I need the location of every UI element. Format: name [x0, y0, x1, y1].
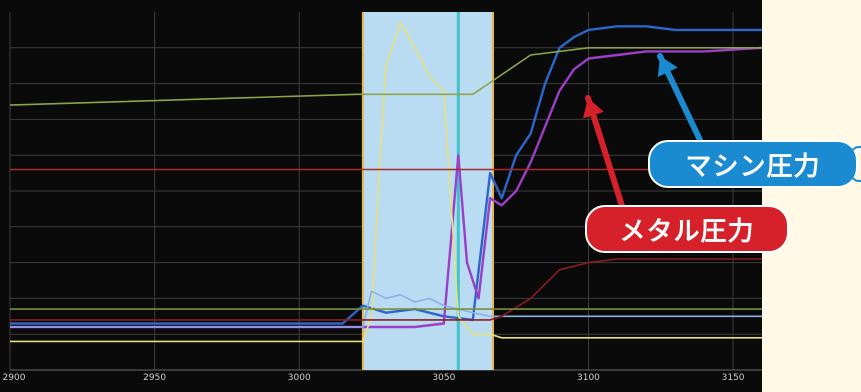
- x-tick-label: 3000: [287, 373, 311, 383]
- series-line-5: [10, 258, 762, 321]
- callout-arrows: [582, 53, 703, 209]
- series-line-4: [10, 290, 762, 328]
- machine-pressure-label: マシン圧力: [648, 140, 858, 188]
- x-tick-label: 2950: [143, 373, 167, 383]
- pressure-chart: [9, 12, 762, 371]
- chart-frame: 2900 2950 3000 3050 3100 3150: [0, 0, 762, 392]
- metal-pressure-arrow-shaft: [585, 95, 625, 209]
- metal-pressure-text: メタル圧力: [619, 216, 755, 247]
- series-line-6: [9, 46, 762, 106]
- series-line-3: [10, 21, 762, 343]
- x-tick-label: 2900: [2, 373, 26, 383]
- metal-pressure-arrow-head: [582, 98, 604, 119]
- x-tick-label: 3100: [577, 373, 600, 383]
- series-lines: [9, 21, 762, 343]
- machine-pressure-label-tail: [850, 146, 861, 182]
- highlight-band: [362, 12, 494, 370]
- x-tick-label: 3050: [432, 373, 456, 383]
- series-line-1: [10, 25, 762, 325]
- metal-pressure-label: メタル圧力: [585, 205, 789, 253]
- machine-pressure-text: マシン圧力: [685, 151, 821, 182]
- x-tick-label: 3150: [721, 373, 745, 383]
- machine-pressure-arrow-head: [657, 56, 678, 77]
